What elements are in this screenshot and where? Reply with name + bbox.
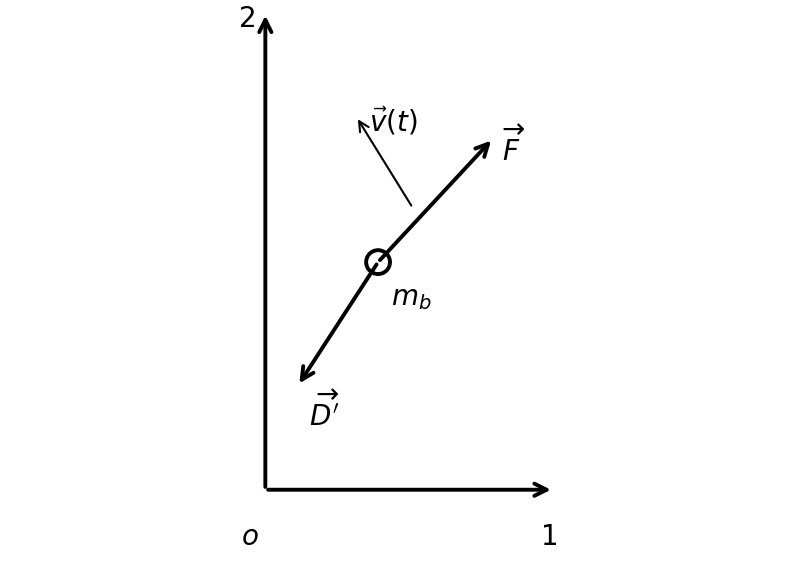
- Text: $\overrightarrow{F}$: $\overrightarrow{F}$: [501, 127, 524, 167]
- Text: $o$: $o$: [241, 524, 259, 551]
- Text: $m_b$: $m_b$: [391, 284, 431, 312]
- Text: 1: 1: [541, 523, 558, 552]
- Text: 2: 2: [239, 5, 257, 33]
- Text: $\vec{v}(t)$: $\vec{v}(t)$: [369, 105, 418, 137]
- Text: $\overrightarrow{D'}$: $\overrightarrow{D'}$: [309, 391, 339, 432]
